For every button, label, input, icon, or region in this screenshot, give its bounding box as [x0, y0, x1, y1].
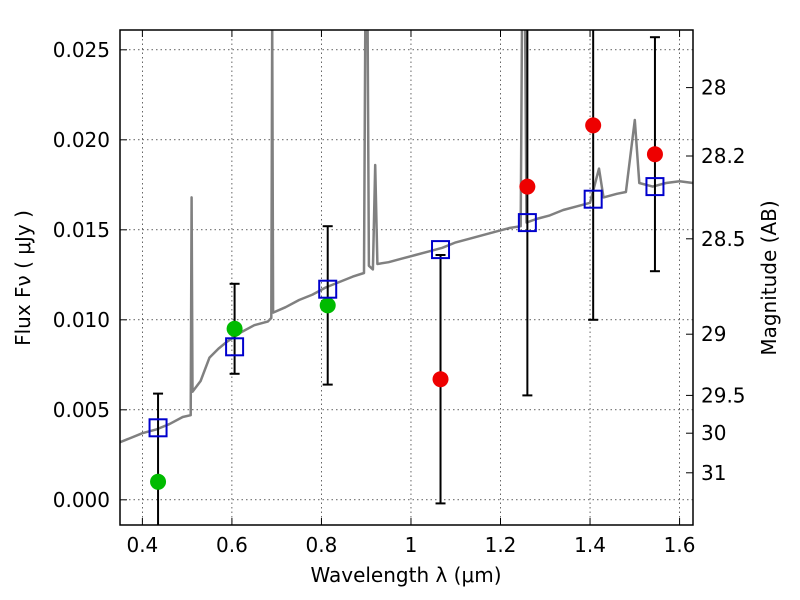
- y-axis-label-left: Flux Fν ( μJy ): [11, 210, 35, 346]
- y-right-tick-label: 28.5: [701, 227, 746, 251]
- observed-point: [226, 320, 243, 337]
- model-photometry-square: [645, 177, 665, 197]
- y-tick-label: 0.005: [53, 398, 110, 422]
- model-photometry-square: [431, 240, 451, 260]
- y-axis-ticks-right: 28 28.2 28.5 29 29.5 30 31: [686, 76, 746, 485]
- x-axis-label: Wavelength λ (μm): [310, 563, 501, 587]
- y-right-tick-label: 30: [701, 421, 726, 445]
- observed-point: [585, 117, 602, 134]
- y-right-tick-label: 31: [701, 461, 726, 485]
- observed-point: [150, 473, 167, 490]
- y-right-tick-label: 28.2: [701, 144, 746, 168]
- x-tick-label: 1.6: [664, 533, 696, 557]
- model-photometry-square: [225, 337, 245, 357]
- observed-points: [150, 117, 663, 490]
- x-axis-ticks: 0.4 0.6 0.8 1 1.2 1.4 1.6: [126, 30, 695, 557]
- model-spectrum: [120, 30, 693, 444]
- grid-lines: [120, 30, 693, 525]
- x-tick-label: 1.2: [485, 533, 517, 557]
- model-photometry-square: [517, 213, 537, 233]
- observed-point: [432, 371, 449, 388]
- y-tick-label: 0.010: [53, 308, 110, 332]
- x-tick-label: 0.4: [126, 533, 158, 557]
- y-right-tick-label: 29.5: [701, 383, 746, 407]
- observed-point: [646, 146, 663, 163]
- model-photometry-square: [318, 279, 338, 299]
- observed-point: [519, 178, 536, 195]
- y-right-tick-label: 29: [701, 322, 726, 346]
- spectrum-line: [120, 30, 693, 444]
- x-tick-label: 1: [405, 533, 418, 557]
- y-tick-label: 0.020: [53, 128, 110, 152]
- x-tick-label: 0.6: [216, 533, 248, 557]
- y-axis-label-right: Magnitude (AB): [757, 200, 781, 355]
- plot-background: [120, 30, 693, 525]
- y-tick-label: 0.015: [53, 218, 110, 242]
- y-tick-label: 0.025: [53, 38, 110, 62]
- model-photometry-square: [583, 189, 603, 209]
- observed-point: [319, 297, 336, 314]
- model-photometry-points: [148, 177, 665, 438]
- y-tick-label: 0.000: [53, 488, 110, 512]
- y-axis-ticks-left: 0.000 0.005 0.010 0.015 0.020 0.025: [53, 38, 127, 512]
- x-tick-label: 1.4: [574, 533, 606, 557]
- plot-frame: [119, 29, 694, 526]
- y-right-tick-label: 28: [701, 76, 726, 100]
- x-tick-label: 0.8: [306, 533, 338, 557]
- model-photometry-square: [148, 418, 168, 438]
